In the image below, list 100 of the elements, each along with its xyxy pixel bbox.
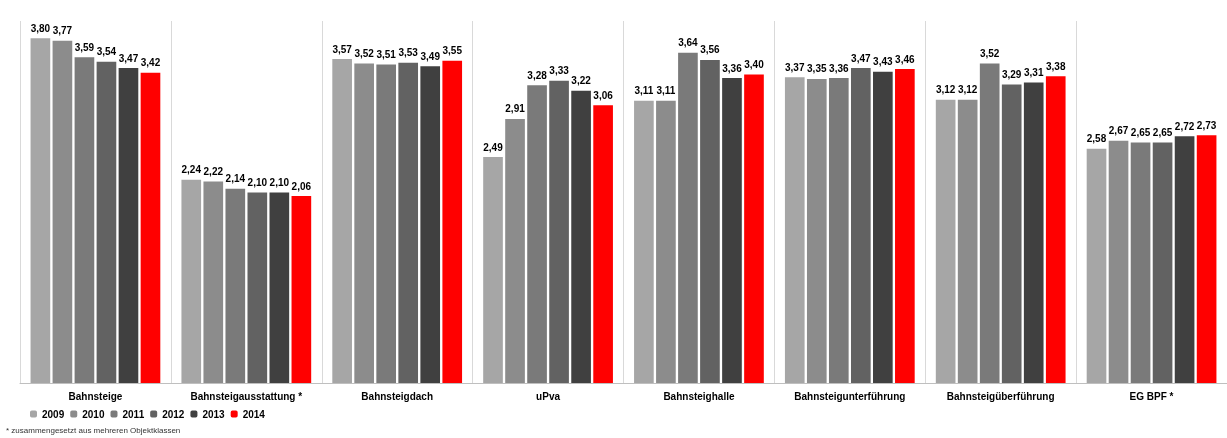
bar (571, 90, 591, 383)
data-label: 2,06 (291, 180, 312, 192)
data-label: 2,10 (269, 176, 290, 188)
data-label: 3,47 (118, 52, 139, 64)
bar (225, 188, 246, 383)
bar (420, 66, 441, 383)
x-tick-label: Bahnsteigausstattung * (190, 390, 303, 402)
x-tick-label: Bahnsteigunterführung (794, 390, 906, 402)
data-label: 2,67 (1108, 125, 1129, 137)
bar (354, 63, 374, 383)
legend-label: 2013 (202, 408, 226, 420)
x-tick-label: Bahnsteighalle (663, 390, 735, 402)
bar (1174, 136, 1195, 383)
bar (1108, 140, 1129, 383)
data-label: 2,58 (1086, 133, 1107, 145)
data-label: 3,38 (1046, 60, 1066, 72)
data-label: 3,40 (744, 58, 765, 70)
data-label: 3,47 (851, 52, 871, 64)
bar (656, 100, 676, 383)
bar (181, 179, 202, 383)
x-tick-label: EG BPF * (1129, 390, 1174, 402)
data-label: 2,73 (1196, 119, 1217, 131)
bar (873, 71, 893, 383)
legend-label: 2012 (162, 408, 185, 420)
bar (52, 40, 73, 383)
data-label: 2,65 (1130, 127, 1151, 139)
bar (895, 69, 915, 383)
data-label: 3,42 (140, 57, 161, 69)
data-label: 3,53 (398, 47, 419, 59)
bar (806, 78, 827, 383)
bar (1130, 142, 1151, 383)
bar (483, 157, 503, 383)
bar (850, 68, 871, 383)
data-label: 3,52 (979, 48, 1000, 60)
legend-label: 2009 (42, 408, 65, 420)
text: * zusammengesetzt aus mehreren Objektklassen (6, 425, 181, 435)
data-label: 2,65 (1152, 127, 1173, 139)
data-label: 3,37 (785, 61, 805, 73)
bar (957, 99, 978, 383)
bar (505, 118, 525, 383)
legend-label: 2010 (82, 408, 105, 420)
data-label: 2,22 (203, 166, 224, 178)
bar (291, 196, 312, 383)
data-label: 2,24 (181, 164, 202, 176)
data-label: 3,06 (593, 89, 614, 101)
data-label: 3,31 (1023, 67, 1044, 79)
bar (140, 72, 161, 383)
bar (1001, 84, 1022, 383)
bar (332, 59, 352, 383)
bar (1152, 142, 1173, 383)
x-tick-label: Bahnsteigdach (361, 390, 434, 402)
data-label: 3,11 (634, 85, 654, 97)
data-label: 3,54 (96, 46, 117, 58)
x-tick-label: Bahnsteigüberführung (946, 390, 1055, 402)
data-label: 3,80 (30, 22, 51, 34)
bar (376, 64, 397, 383)
bar (1196, 135, 1217, 383)
data-label: 3,22 (571, 75, 592, 87)
data-label: 3,51 (376, 48, 397, 60)
data-label: 3,12 (935, 84, 956, 96)
data-label: 2,49 (483, 141, 504, 153)
data-label: 3,52 (354, 48, 375, 60)
data-label: 3,36 (829, 62, 849, 74)
bar (247, 192, 268, 383)
data-label: 3,33 (549, 65, 570, 77)
bar (744, 74, 764, 383)
data-label: 2,14 (225, 173, 246, 185)
data-label: 3,64 (678, 37, 699, 49)
data-label: 3,55 (442, 45, 463, 57)
bar (1086, 148, 1107, 383)
legend-label: 2011 (122, 408, 145, 420)
data-label: 3,77 (52, 25, 73, 37)
bar (722, 78, 742, 383)
bar (1045, 76, 1066, 383)
bar (527, 85, 547, 383)
x-tick-label: uPva (536, 390, 561, 402)
data-label: 3,29 (1001, 68, 1022, 80)
data-label: 3,57 (332, 43, 353, 55)
data-label: 3,49 (420, 50, 441, 62)
bar (634, 100, 654, 383)
bar (593, 105, 613, 383)
data-label: 3,59 (74, 41, 95, 53)
data-label: 3,46 (895, 53, 916, 65)
data-label: 3,12 (957, 84, 978, 96)
data-label: 2,91 (505, 103, 526, 115)
bar (74, 57, 95, 383)
data-label: 3,43 (873, 56, 894, 68)
bar (678, 52, 698, 383)
data-label: 2,72 (1174, 120, 1195, 132)
legend-label: 2014 (242, 408, 266, 420)
bar (96, 61, 117, 383)
x-tick-label: Bahnsteige (68, 390, 123, 402)
bar (30, 38, 51, 383)
bar (269, 192, 290, 383)
data-label: 3,28 (527, 69, 548, 81)
bar (442, 60, 463, 383)
data-label: 3,11 (656, 85, 676, 97)
bar (1023, 82, 1044, 383)
bar (118, 68, 139, 383)
data-label: 3,36 (722, 62, 743, 74)
